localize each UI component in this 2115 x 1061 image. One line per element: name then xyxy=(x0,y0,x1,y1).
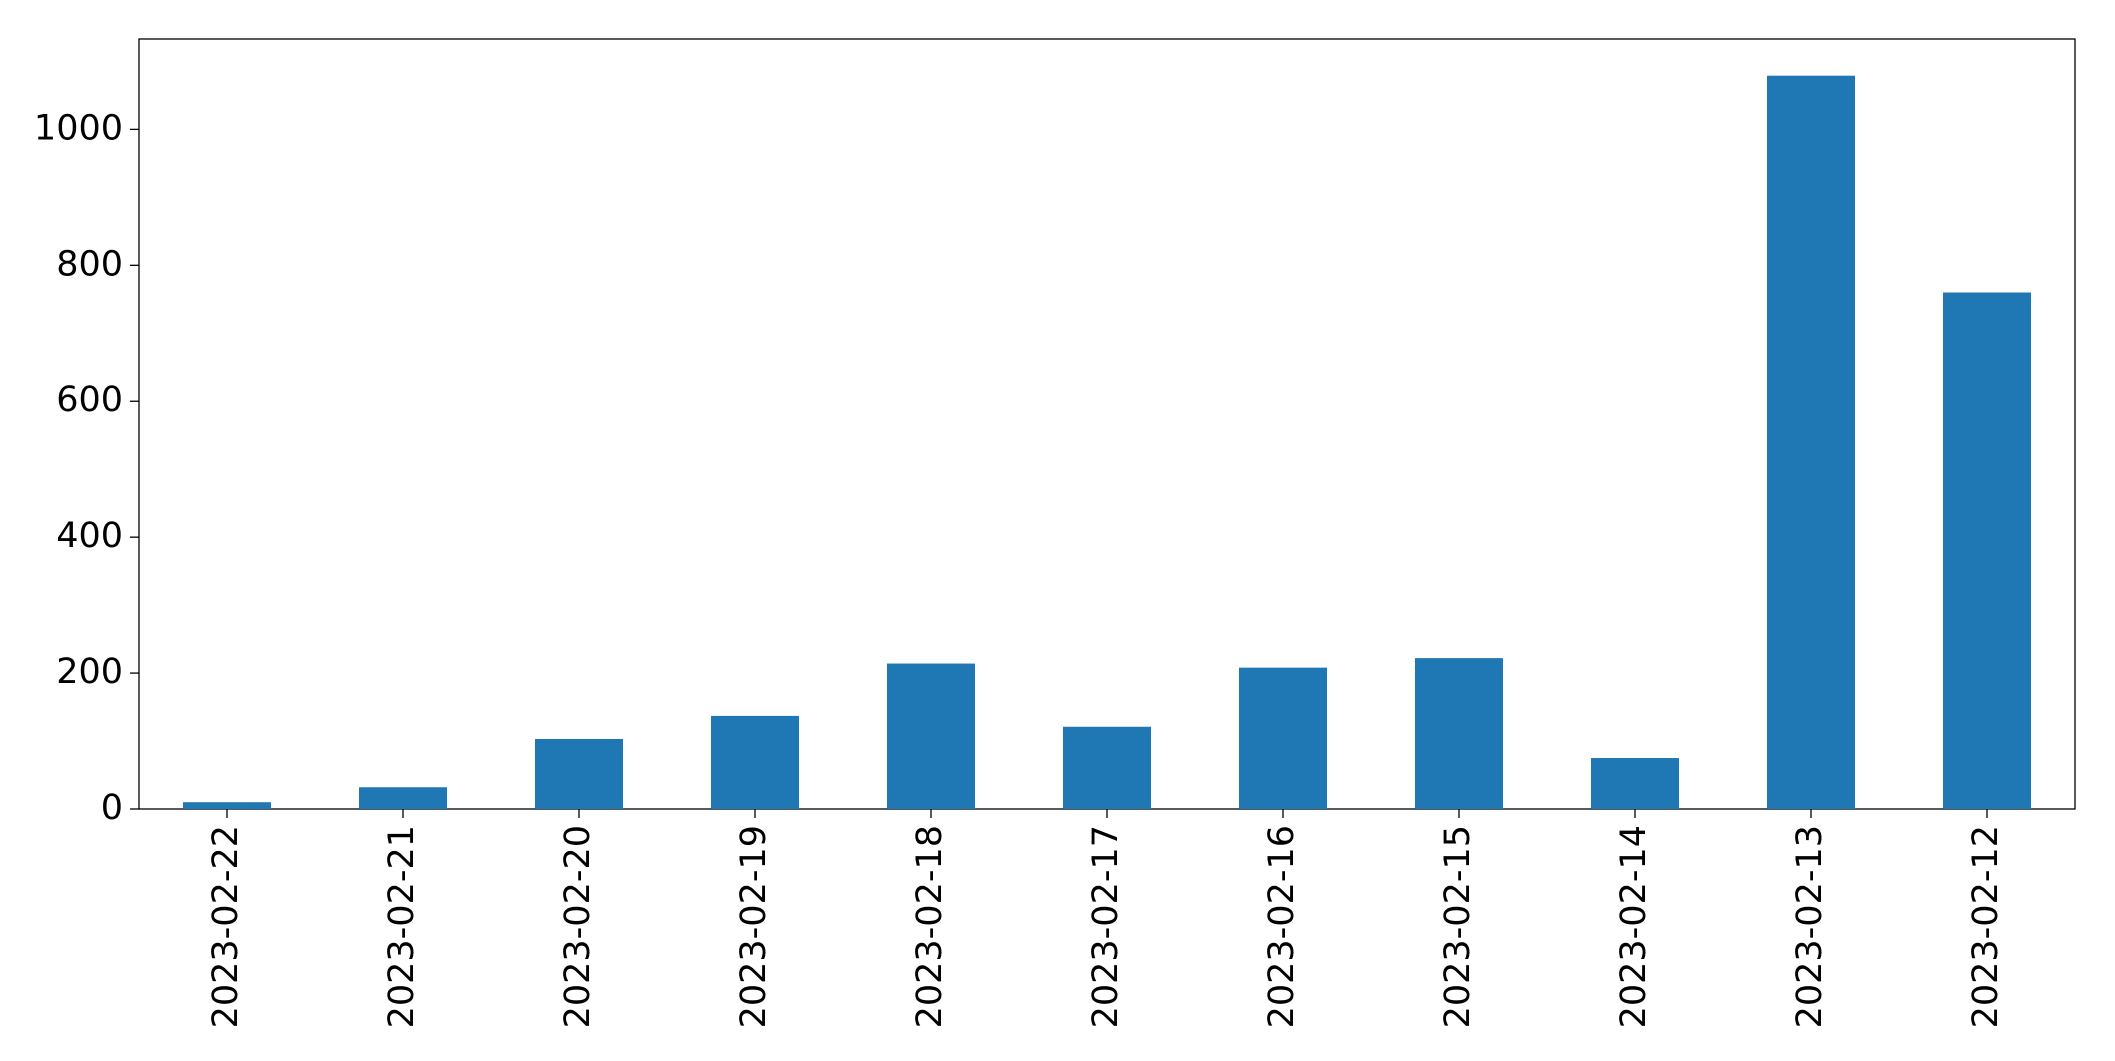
x-tick-label: 2023-02-12 xyxy=(1966,825,2006,1028)
bar xyxy=(535,739,623,809)
x-tick-label: 2023-02-15 xyxy=(1438,825,1478,1028)
bar xyxy=(887,663,975,809)
y-tick-label: 400 xyxy=(56,516,123,556)
x-tick-label: 2023-02-20 xyxy=(558,825,598,1028)
x-tick-label: 2023-02-16 xyxy=(1262,825,1302,1028)
bar xyxy=(1415,658,1503,809)
x-tick-label: 2023-02-19 xyxy=(734,825,774,1028)
bar xyxy=(1767,75,1855,809)
y-tick-label: 0 xyxy=(101,788,123,828)
bar xyxy=(711,715,799,809)
y-tick-label: 800 xyxy=(56,244,123,284)
x-tick-label: 2023-02-13 xyxy=(1790,825,1830,1028)
bar xyxy=(1239,667,1327,809)
bar xyxy=(1943,292,2031,810)
bar xyxy=(183,802,271,809)
y-tick-label: 600 xyxy=(56,380,123,420)
x-tick-label: 2023-02-21 xyxy=(382,825,422,1028)
y-tick-label: 1000 xyxy=(34,108,123,148)
bar xyxy=(1591,758,1679,809)
bar xyxy=(359,787,447,809)
x-tick-label: 2023-02-22 xyxy=(206,825,246,1028)
x-tick-label: 2023-02-14 xyxy=(1614,825,1654,1028)
bar xyxy=(1063,726,1151,809)
y-tick-label: 200 xyxy=(56,652,123,692)
x-tick-label: 2023-02-18 xyxy=(910,825,950,1028)
x-tick-label: 2023-02-17 xyxy=(1086,825,1126,1028)
